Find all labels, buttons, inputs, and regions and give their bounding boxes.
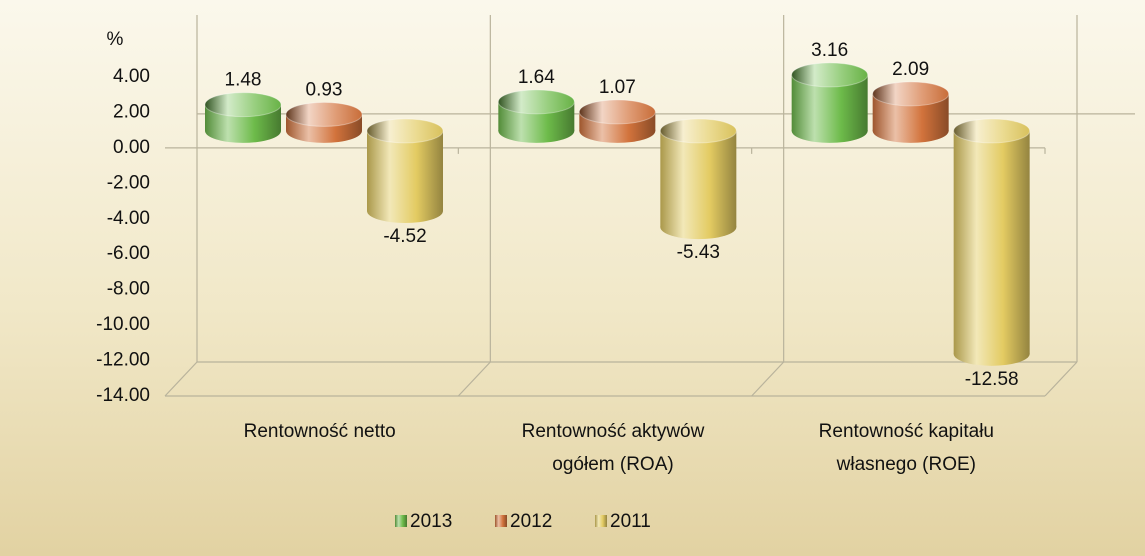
y-tick-label: -4.00 — [107, 208, 150, 229]
floor-line — [1044, 361, 1078, 397]
bar-top — [497, 89, 575, 115]
bar-top — [285, 101, 363, 127]
y-axis-label: % — [107, 29, 124, 50]
bar-top — [872, 81, 950, 107]
value-label: 1.48 — [225, 70, 262, 91]
bar-top — [791, 62, 869, 88]
floor-line — [457, 361, 491, 397]
legend-swatch — [395, 515, 407, 527]
value-label: 3.16 — [811, 40, 848, 61]
bar — [366, 118, 444, 223]
y-tick-label: -8.00 — [107, 279, 150, 300]
y-tick-label: 4.00 — [113, 66, 150, 87]
value-label: 2.09 — [892, 59, 929, 80]
legend-label: 2013 — [410, 511, 452, 532]
bar-top — [578, 99, 656, 125]
legend-label: 2012 — [510, 511, 552, 532]
value-label: 0.93 — [306, 79, 343, 100]
y-tick-label: 2.00 — [113, 101, 150, 122]
value-label: -5.43 — [677, 242, 720, 263]
bar-body — [660, 130, 737, 228]
y-tick-label: 0.00 — [113, 137, 150, 158]
x-tick-label: Rentowność aktywów ogółem (ROA) — [521, 421, 705, 475]
legend-swatch — [595, 515, 607, 527]
value-label: -12.58 — [965, 369, 1019, 390]
value-label: 1.64 — [518, 67, 555, 88]
bar — [497, 89, 575, 143]
bar — [872, 81, 950, 143]
y-tick-label: -12.00 — [96, 350, 150, 371]
bar-body — [367, 130, 443, 211]
bar — [953, 118, 1031, 366]
y-tick-label: -14.00 — [96, 385, 150, 406]
bar-body — [953, 130, 1030, 354]
bar-top — [953, 118, 1031, 144]
bar — [791, 62, 869, 143]
legend-swatch — [495, 515, 507, 527]
bar — [204, 92, 282, 143]
bar-top — [204, 92, 282, 118]
bar — [659, 118, 737, 240]
y-tick-label: -10.00 — [96, 314, 150, 335]
bar — [578, 99, 656, 143]
x-tick-label: Rentowność kapitału własnego (ROE) — [818, 421, 994, 475]
y-tick-label: -6.00 — [107, 243, 150, 264]
floor-line — [164, 361, 198, 397]
bar-top — [659, 118, 737, 144]
y-tick-label: -2.00 — [107, 172, 150, 193]
value-label: -4.52 — [383, 226, 426, 247]
value-label: 1.07 — [599, 77, 636, 98]
floor-line — [751, 361, 785, 397]
legend-label: 2011 — [610, 511, 651, 532]
bar — [285, 101, 363, 143]
x-tick-label: Rentowność netto — [243, 421, 396, 442]
bar-top — [366, 118, 444, 144]
